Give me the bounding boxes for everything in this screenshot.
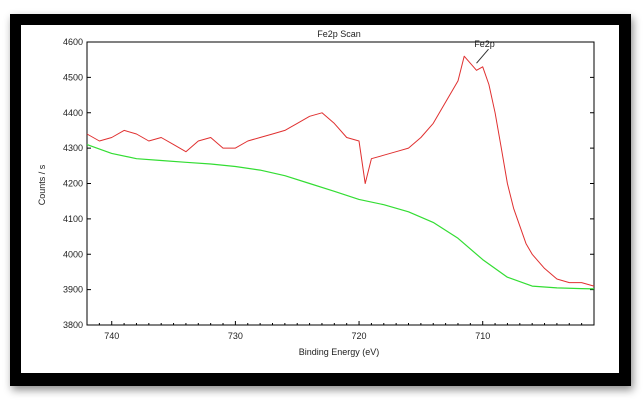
y-axis-title: Counts / s	[37, 164, 47, 205]
y-tick-label: 3900	[63, 285, 83, 295]
chart-panel: Fe2p Scan 3800 3900 4000 4100 4200 4300 4400 45…	[21, 25, 619, 373]
y-tick-label: 4300	[63, 143, 83, 153]
y-tick-label: 4600	[63, 37, 83, 47]
y-tick-label: 3800	[63, 320, 83, 330]
background-line	[86, 144, 595, 290]
y-tick-label: 4400	[63, 108, 83, 118]
x-axis-title: Binding Energy (eV)	[299, 347, 380, 357]
y-tick-label: 4200	[63, 179, 83, 189]
plot-area	[86, 41, 595, 326]
x-tick-label: 730	[228, 331, 243, 341]
annotation-layer: Fe2p	[474, 39, 495, 64]
annotation-leader-line	[476, 48, 489, 64]
measured-spectrum-line	[86, 55, 595, 287]
xps-chart: Fe2p Scan 3800 3900 4000 4100 4200 4300 4400 45…	[37, 29, 595, 357]
x-tick-label: 740	[104, 331, 119, 341]
y-axis: 3800 3900 4000 4100 4200 4300 4400 4500 4600	[63, 37, 594, 330]
peak-annotation-label: Fe2p	[474, 39, 495, 49]
y-tick-label: 4500	[63, 72, 83, 82]
x-tick-label: 720	[352, 331, 367, 341]
y-tick-label: 4000	[63, 249, 83, 259]
chart-title: Fe2p Scan	[317, 29, 361, 39]
series-layer	[86, 55, 595, 290]
y-tick-label: 4100	[63, 214, 83, 224]
x-tick-label: 710	[475, 331, 490, 341]
x-axis: 740 730 720 710	[86, 321, 595, 341]
